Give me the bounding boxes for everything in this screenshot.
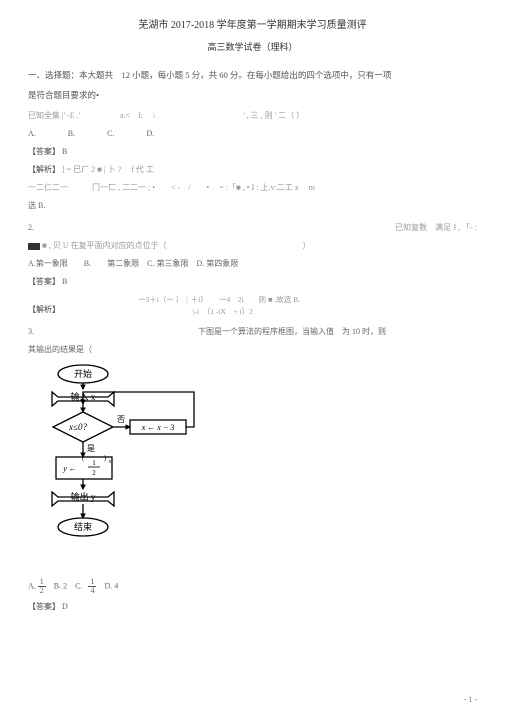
- answer-label: 【答案】: [28, 277, 60, 286]
- answer-value: B: [62, 147, 67, 156]
- q3-stem-row: 3. 下图是一个算法的程序框图，当输入值 为 10 时，则: [28, 326, 477, 338]
- q2-exp-mid: 一3＋i（一 ）｜＋i） 一4 2i 则 ■ ,故选 B.: [138, 294, 300, 305]
- opt-d: D. 4: [104, 581, 118, 590]
- q2-explain: 【解析】 一3＋i（一 ）｜＋i） 一4 2i 则 ■ ,故选 B. |-i （…: [28, 294, 477, 320]
- flow-half-n: 1: [92, 459, 96, 467]
- flow-yes: 是: [87, 444, 95, 453]
- opt-b-c: B. 2 C.: [54, 581, 83, 590]
- flowchart: 开始 输入 x x≤0? 否 是 x ← x − 3 y ← 输出 y 结束 (…: [38, 362, 477, 572]
- q3-options: A. 1 2 B. 2 C. 1 4 D. 4: [28, 578, 477, 595]
- flow-assign1: x ← x − 3: [141, 423, 175, 432]
- answer-value: B: [62, 277, 67, 286]
- q3-stem: 下图是一个算法的程序框图，当输入值 为 10 时，则: [198, 326, 386, 338]
- q1-choose: 选 B.: [28, 200, 477, 212]
- opt-a: A.: [28, 581, 36, 590]
- flow-half-d: 2: [92, 469, 96, 477]
- section-intro-2: 是符合题目要求的•: [28, 89, 477, 102]
- flow-start: 开始: [74, 368, 92, 379]
- flow-assign2-l: y ←: [62, 464, 77, 473]
- frac-d: 2: [38, 587, 46, 595]
- flow-end: 结束: [74, 521, 92, 532]
- section-intro-1: 一、选择题：本大题共 12 小题，每小题 5 分，共 60 分。在每小题给出的四…: [28, 69, 477, 82]
- q2-stem-2: ■ , 贝 U 在复平面内对应的点位于（ ）: [28, 240, 477, 252]
- explain-label: 【解析】: [28, 165, 60, 174]
- doc-subtitle: 高三数学试卷（理科）: [28, 41, 477, 55]
- flow-no: 否: [117, 415, 125, 424]
- frac-1-2: 1 2: [38, 578, 46, 595]
- flow-cond: x≤0?: [68, 422, 87, 432]
- q2-stem-2-text: ■ , 贝 U 在复平面内对应的点位于（ ）: [42, 241, 311, 250]
- q3-stem-2: 其输出的结果是（: [28, 344, 477, 356]
- q3-answer: 【答案】 D: [28, 601, 477, 613]
- q2-num: 2.: [28, 222, 34, 234]
- answer-value: D: [62, 602, 68, 611]
- q2-stem-right: 已知复数 满足 J , 「- :: [395, 222, 477, 234]
- q1-explain: 【解析】 ] = 巳厂 2 ■ | 卜 ? f 代 工: [28, 164, 477, 176]
- answer-label: 【答案】: [28, 602, 60, 611]
- page-number: - 1 -: [464, 694, 477, 706]
- explain-text: ] = 巳厂 2 ■ | 卜 ? f 代 工: [62, 165, 154, 174]
- flow-output: 输出 y: [71, 491, 96, 502]
- q2-stem-row: 2. 已知复数 满足 J , 「- :: [28, 222, 477, 234]
- q2-answer: 【答案】 B: [28, 276, 477, 288]
- block-glyph: [28, 243, 40, 250]
- q1-stem: 已知全集 |' -E .' a.< I: .\ ' , 三 , 则 ' 二（ ）: [28, 110, 477, 122]
- q1-options: A. B. C. D.: [28, 128, 477, 140]
- answer-label: 【答案】: [28, 147, 60, 156]
- q2-exp-mid2: |-i （1 -iX + i）2: [193, 306, 253, 317]
- frac-1-4: 1 4: [88, 578, 96, 595]
- q2-options: A.第一象限 B. 第二象限 C. 第三象限 D. 第四象限: [28, 258, 477, 270]
- frac-d: 4: [88, 587, 96, 595]
- explain-label: 【解析】: [28, 304, 60, 316]
- svg-text:x: x: [108, 459, 112, 465]
- q1-explain-2: 一二仁二一 冂一匸 , 二二一 ; • < - / • = :「■ , • I …: [28, 182, 477, 194]
- doc-title: 芜湖市 2017-2018 学年度第一学期期末学习质量测评: [28, 18, 477, 33]
- q1-answer: 【答案】 B: [28, 146, 477, 158]
- q3-num: 3.: [28, 326, 198, 338]
